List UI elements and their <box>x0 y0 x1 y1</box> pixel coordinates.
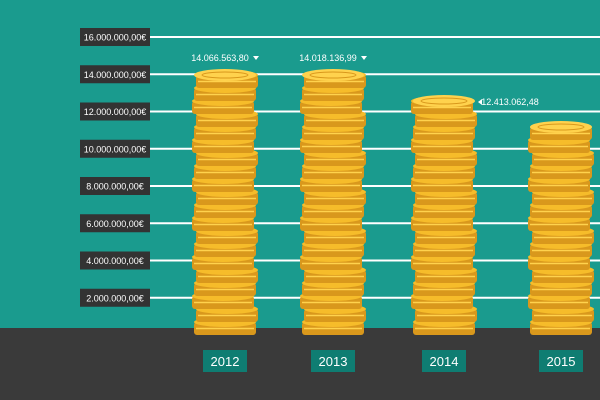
ground-band <box>0 328 600 400</box>
year-label: 2013 <box>319 354 348 369</box>
y-tick-label-box <box>80 65 150 84</box>
coin-stack-2015 <box>528 121 594 335</box>
coin-top-face <box>302 69 364 81</box>
data-label-marker <box>478 99 482 105</box>
coin-stacks <box>192 69 594 335</box>
coin-top-ring <box>420 97 468 105</box>
y-tick-label: 16.000.000,00€ <box>84 33 147 43</box>
y-tick-label: 14.000.000,00€ <box>84 70 147 80</box>
data-label: 14.066.563,80 <box>191 53 249 63</box>
data-label-marker <box>361 56 367 60</box>
year-labels: 2012 2013 2014 2015 <box>203 350 583 372</box>
y-tick-label: 12.000.000,00€ <box>84 107 147 117</box>
y-tick-label: 6.000.000,00€ <box>86 219 144 229</box>
y-tick-label: 4.000.000,00€ <box>86 256 144 266</box>
y-tick-label-box <box>80 251 150 270</box>
year-label-box <box>539 350 583 372</box>
year-label-box <box>311 350 355 372</box>
y-tick-label: 8.000.000,00€ <box>86 182 144 192</box>
y-tick-label-box <box>80 288 150 307</box>
coin-top-face <box>194 69 256 81</box>
y-tick-label-box <box>80 139 150 158</box>
coin-top-ring <box>537 123 585 131</box>
data-label: 12.413.062,48 <box>481 97 539 107</box>
data-label: 14.018.136,99 <box>299 53 357 63</box>
coin-top-ring <box>201 71 249 79</box>
coin-stack-2012 <box>192 69 258 335</box>
year-label-box <box>422 350 466 372</box>
coin-top-face <box>413 95 475 107</box>
year-label-box <box>203 350 247 372</box>
coin-stack-2013 <box>300 69 366 335</box>
year-label: 2012 <box>211 354 240 369</box>
coin-top-face <box>530 121 592 133</box>
data-labels: 14.066.563,80 14.018.136,99 12.413.062,48 <box>191 53 539 107</box>
y-tick-label-box <box>80 214 150 233</box>
coin-top-ring <box>309 71 357 79</box>
y-tick-label-box <box>80 28 150 46</box>
y-axis-labels: 2.000.000,00€ 4.000.000,00€ 6.000.000,00€ 8… <box>80 28 150 307</box>
y-tick-label-box <box>80 102 150 121</box>
year-label: 2014 <box>430 354 459 369</box>
coin-stack-2014 <box>411 95 477 335</box>
y-tick-label: 10.000.000,00€ <box>84 144 147 154</box>
y-tick-label: 2.000.000,00€ <box>86 293 144 303</box>
y-tick-label-box <box>80 177 150 195</box>
year-label: 2015 <box>547 354 576 369</box>
data-label-marker <box>253 56 259 60</box>
